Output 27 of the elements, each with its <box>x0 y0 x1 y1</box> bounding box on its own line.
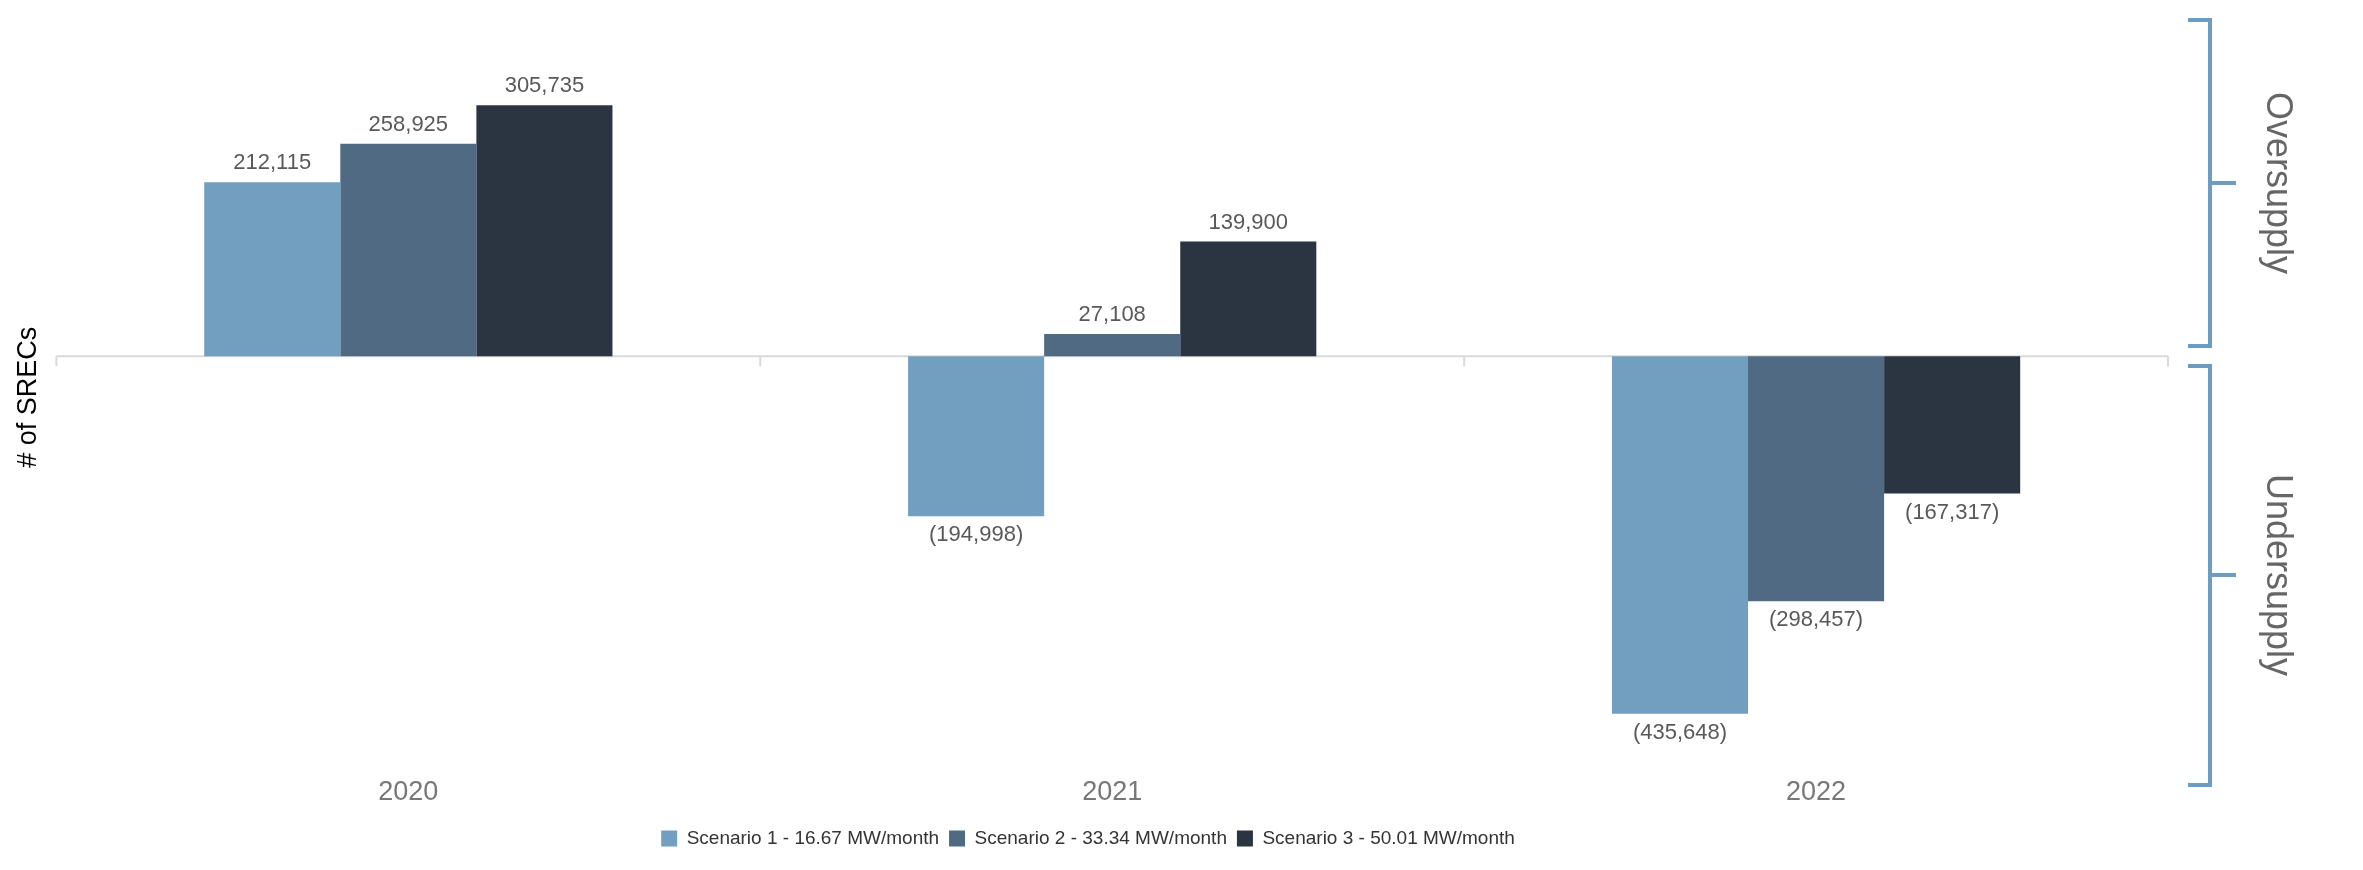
bar <box>1180 241 1317 357</box>
legend-label: Scenario 1 - 16.67 MW/month <box>686 826 940 848</box>
legend-label: Scenario 2 - 33.34 MW/month <box>974 826 1227 848</box>
bar <box>204 182 341 357</box>
data-label: 305,735 <box>504 72 585 98</box>
legend-label: Scenario 3 - 50.01 MW/month <box>1262 826 1515 848</box>
data-label: 212,115 <box>233 149 312 175</box>
text: Undersupply <box>2258 474 2300 677</box>
bar <box>1884 356 2021 494</box>
x-tick-label: 2021 <box>1082 776 1143 807</box>
bar <box>908 356 1045 517</box>
bar <box>476 105 613 357</box>
text: Oversupply <box>2258 92 2300 275</box>
y-axis-title: # of SRECs <box>11 326 42 468</box>
data-label: 258,925 <box>368 110 449 136</box>
x-tick-label: 2022 <box>1786 776 1847 807</box>
data-label: (194,998) <box>929 521 1024 547</box>
data-label: (435,648) <box>1632 718 1728 744</box>
data-label: (167,317) <box>1905 498 2000 524</box>
bar <box>340 143 477 357</box>
x-tick-label: 2020 <box>378 776 439 807</box>
bar <box>1044 334 1181 357</box>
data-label: 27,108 <box>1078 301 1146 327</box>
bar <box>1748 356 1885 602</box>
data-label: 139,900 <box>1208 208 1289 234</box>
data-label: (298,457) <box>1768 606 1864 632</box>
bar <box>1611 356 1749 714</box>
